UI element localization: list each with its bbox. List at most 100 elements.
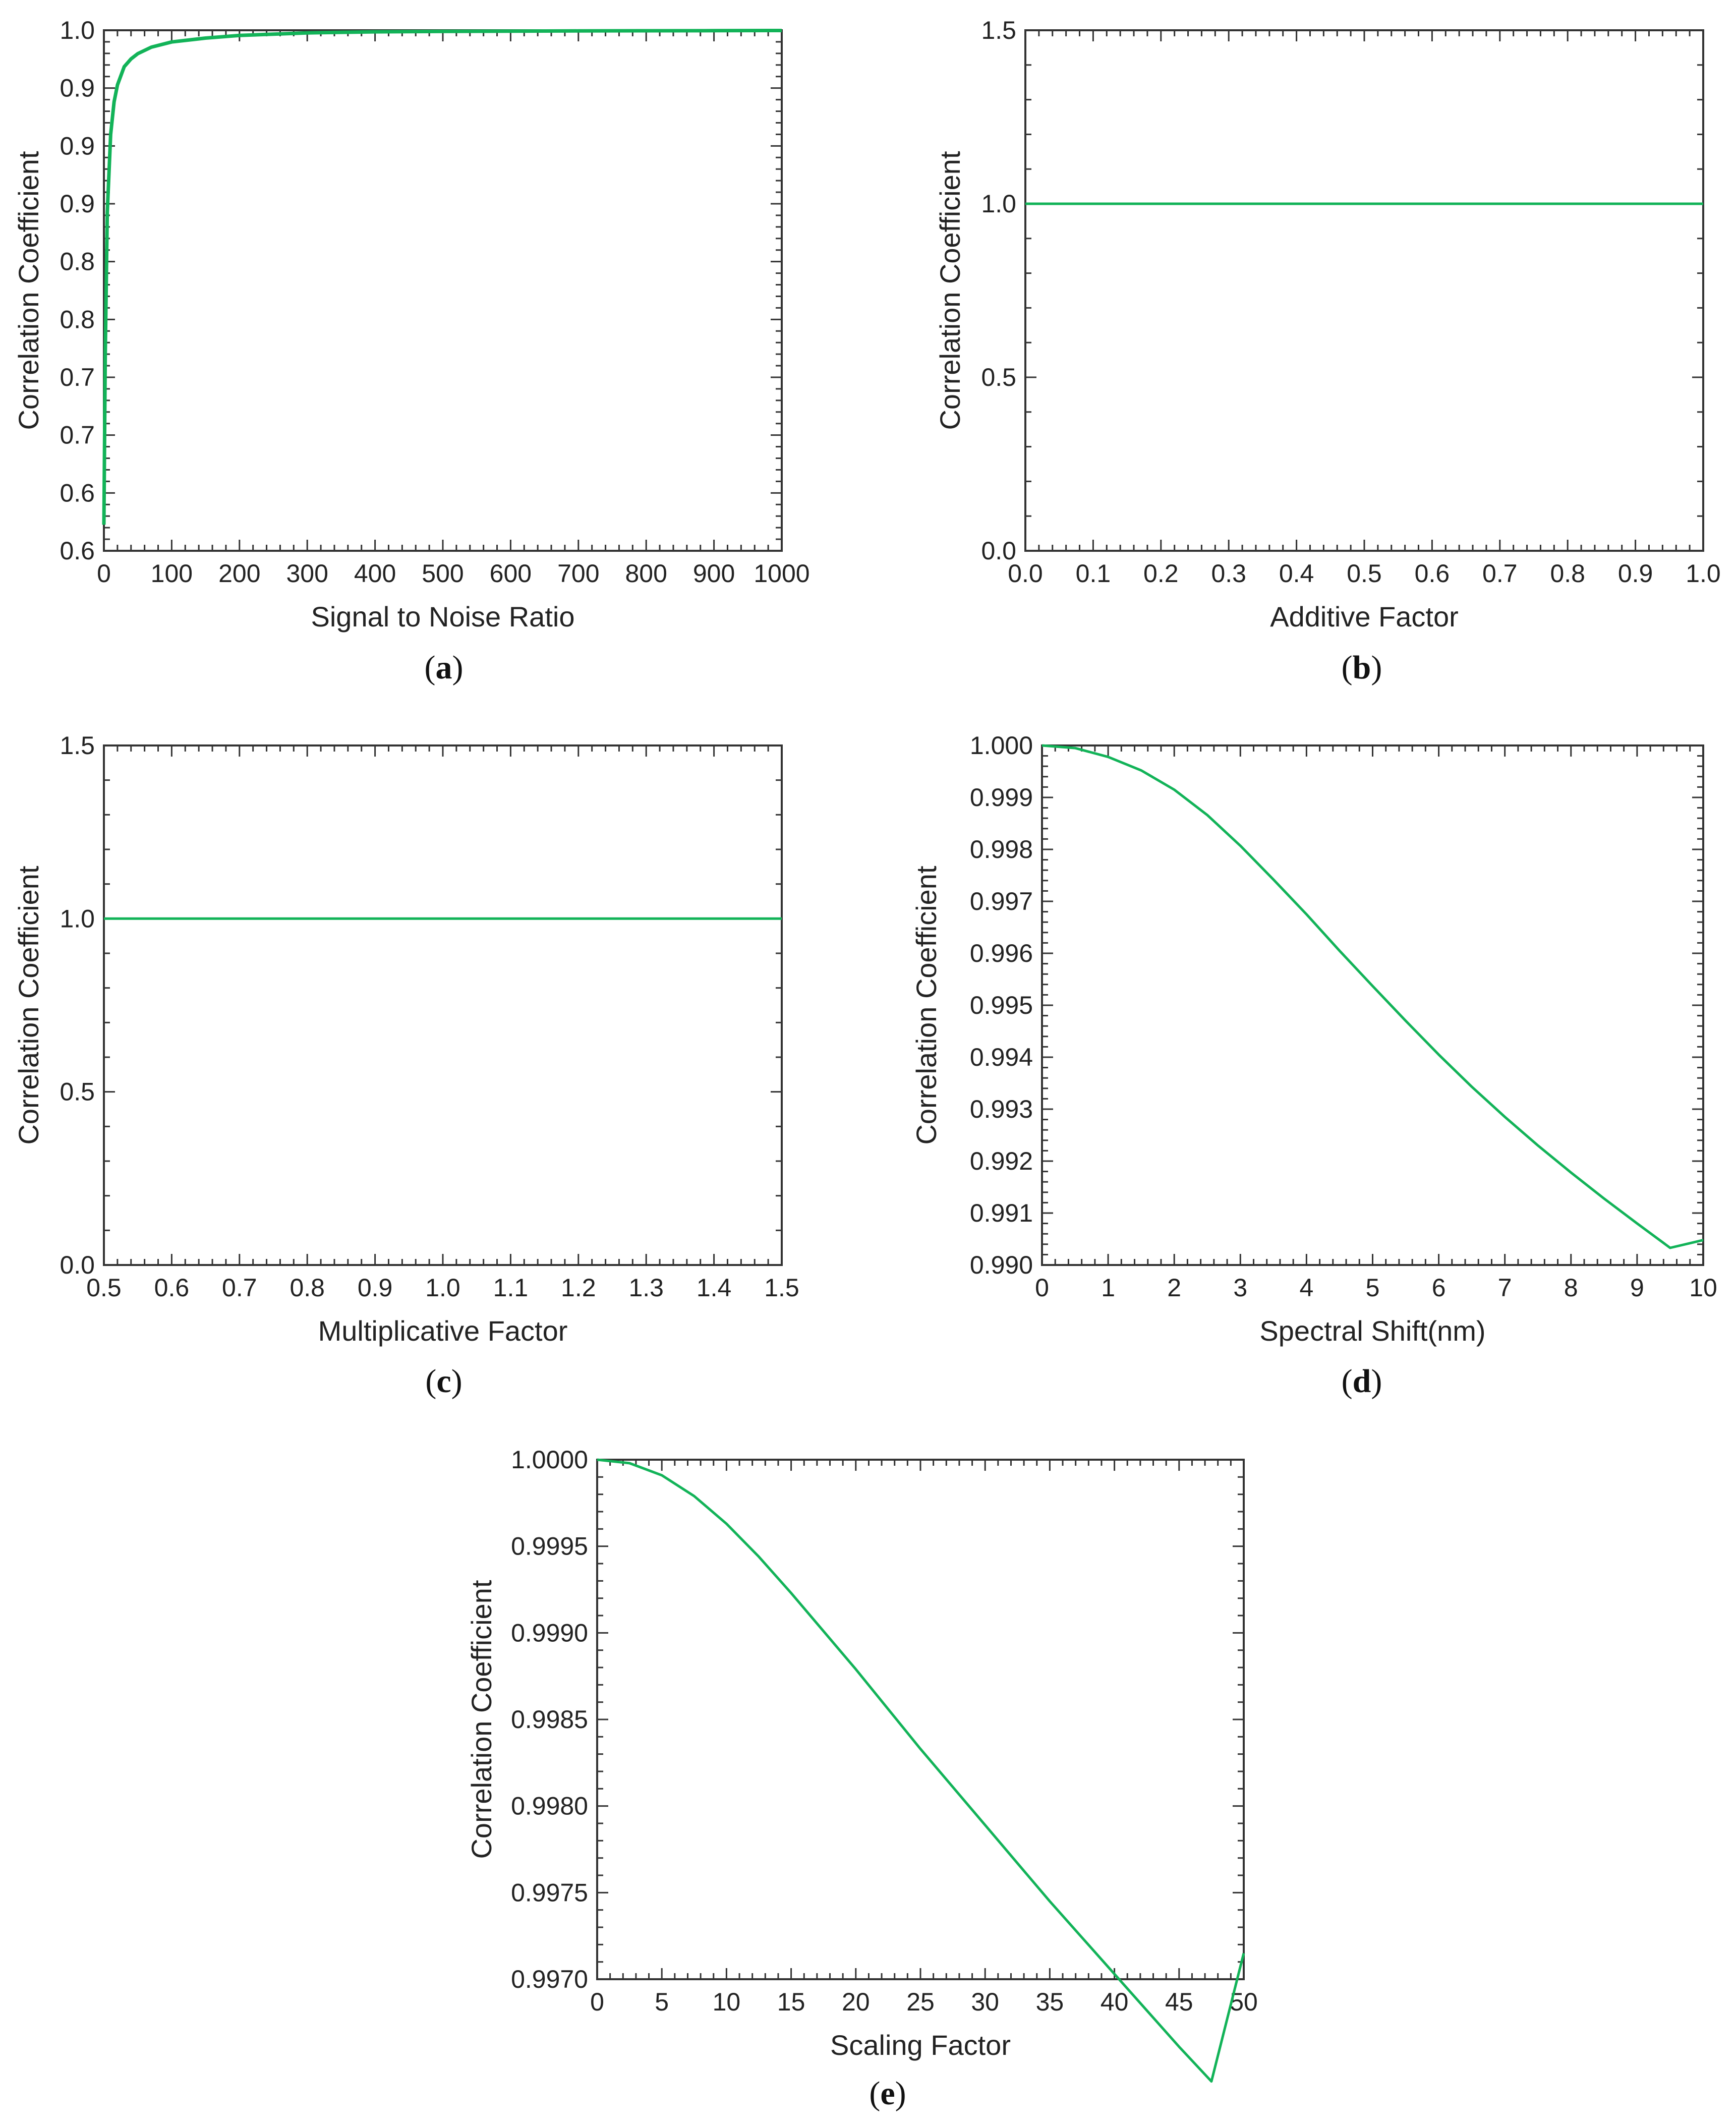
data-series-line [597, 1458, 1245, 2083]
x-tick-label: 1.4 [697, 1274, 732, 1302]
y-tick-label: 0.993 [970, 1095, 1033, 1123]
x-tick-label: 45 [1165, 1988, 1193, 2016]
y-tick-label: 0.6 [60, 537, 95, 565]
x-tick-label: 20 [842, 1988, 870, 2016]
x-tick-label: 0.8 [1550, 559, 1585, 588]
x-tick-label: 1.0 [1686, 559, 1721, 588]
y-tick-label: 1.5 [60, 731, 95, 760]
chart-panel-b: 0.0 0.1 0.2 0.3 0.4 0.5 0.6 0.7 0.8 0.9 1.0 0.0 0.5 1… [934, 16, 1721, 686]
y-tick-label: 0.0 [60, 1251, 95, 1279]
x-tick-label: 7 [1498, 1274, 1512, 1302]
y-tick-label: 0.0 [981, 537, 1016, 565]
x-tick-label: 0.2 [1143, 559, 1179, 588]
x-axis-label: Scaling Factor [830, 2029, 1011, 2061]
y-tick-label: 0.8 [60, 305, 95, 333]
x-tick-label: 2 [1167, 1274, 1181, 1302]
y-tick-label: 0.9 [60, 132, 95, 160]
y-tick-label: 1.0 [981, 190, 1016, 218]
y-tick-label: 1.0 [60, 16, 95, 44]
x-tick-label: 300 [286, 559, 328, 588]
data-series-line [1041, 744, 1704, 1249]
x-tick-label: 1.3 [628, 1274, 664, 1302]
x-tick-label: 9 [1630, 1274, 1644, 1302]
x-tick-label: 700 [557, 559, 599, 588]
x-tick-label: 1.0 [425, 1274, 460, 1302]
chart-panel-e: 0 5 10 15 20 25 30 35 40 45 500.99700.99750.99800.… [466, 1446, 1258, 2112]
plot-frame [103, 29, 783, 552]
x-tick-label: 500 [422, 559, 464, 588]
plot-frame [103, 744, 783, 1266]
chart-panel-a: 0 100 200 300 400 500 600 700 800 900 1000 0.6 0.6 0.… [13, 16, 810, 686]
panel-label: (e) [869, 2075, 906, 2112]
x-tick-label: 0.6 [154, 1274, 190, 1302]
x-tick-label: 1 [1101, 1274, 1115, 1302]
y-tick-label: 1.0000 [511, 1446, 588, 1474]
x-axis-label: Spectral Shift(nm) [1259, 1315, 1485, 1347]
panel-label: (a) [425, 649, 464, 686]
x-tick-label: 100 [151, 559, 193, 588]
y-tick-label: 0.9985 [511, 1705, 588, 1734]
y-tick-label: 0.997 [970, 887, 1033, 915]
x-tick-label: 200 [218, 559, 260, 588]
x-tick-label: 0.3 [1211, 559, 1246, 588]
y-tick-label: 0.990 [970, 1251, 1033, 1279]
y-tick-label: 0.6 [60, 479, 95, 507]
y-axis-label: Correlation Coefficient [13, 866, 44, 1144]
x-tick-label: 25 [906, 1988, 935, 2016]
x-tick-label: 0.4 [1279, 559, 1314, 588]
y-axis-label: Correlation Coefficient [13, 151, 44, 430]
x-tick-label: 6 [1432, 1274, 1446, 1302]
x-tick-label: 800 [625, 559, 667, 588]
y-tick-label: 0.992 [970, 1147, 1033, 1175]
x-tick-label: 0 [97, 559, 111, 588]
chart-panel-c: 0.5 0.6 0.7 0.8 0.9 1.0 1.1 1.2 1.3 1.4 1.50.00.51… [13, 731, 799, 1400]
y-tick-label: 0.7 [60, 363, 95, 391]
y-tick-label: 0.999 [970, 783, 1033, 812]
x-axis-label: Additive Factor [1270, 601, 1459, 633]
x-tick-label: 3 [1233, 1274, 1247, 1302]
x-tick-label: 600 [490, 559, 532, 588]
y-axis-label: Correlation Coefficient [466, 1580, 497, 1859]
x-tick-label: 15 [777, 1988, 805, 2016]
x-tick-label: 0.5 [1347, 559, 1382, 588]
y-tick-label: 0.9990 [511, 1619, 588, 1647]
x-tick-label: 4 [1299, 1274, 1313, 1302]
y-tick-label: 0.996 [970, 939, 1033, 967]
y-tick-label: 0.9975 [511, 1878, 588, 1907]
y-tick-label: 0.9 [60, 190, 95, 218]
y-tick-label: 1.000 [970, 731, 1033, 760]
y-tick-label: 1.0 [60, 904, 95, 933]
y-tick-label: 0.9980 [511, 1792, 588, 1820]
plot-frame [596, 1459, 1245, 1980]
y-tick-label: 0.9970 [511, 1965, 588, 1993]
x-tick-label: 0.6 [1415, 559, 1450, 588]
y-tick-label: 0.998 [970, 835, 1033, 864]
x-axis-label: Signal to Noise Ratio [311, 601, 575, 633]
y-axis-label: Correlation Coefficient [934, 151, 966, 430]
panel-label: (d) [1342, 1363, 1382, 1400]
x-axis-label: Multiplicative Factor [318, 1315, 568, 1347]
x-tick-label: 1.5 [764, 1274, 799, 1302]
x-tick-label: 0.8 [290, 1274, 325, 1302]
panel-label: (c) [425, 1363, 462, 1400]
x-tick-label: 0.0 [1008, 559, 1043, 588]
y-tick-label: 0.8 [60, 248, 95, 276]
x-tick-label: 0.7 [222, 1274, 257, 1302]
x-tick-label: 0 [1035, 1274, 1049, 1302]
x-tick-label: 10 [713, 1988, 741, 2016]
y-tick-label: 0.5 [981, 363, 1016, 391]
x-tick-label: 0.7 [1482, 559, 1518, 588]
x-tick-label: 5 [655, 1988, 669, 2016]
y-tick-label: 0.7 [60, 421, 95, 449]
x-tick-label: 1.1 [493, 1274, 529, 1302]
plot-frame [1041, 744, 1704, 1266]
y-tick-label: 0.5 [60, 1078, 95, 1106]
x-tick-label: 5 [1366, 1274, 1380, 1302]
y-tick-label: 0.994 [970, 1043, 1033, 1071]
chart-panel-d: 0 1 2 3 4 5 6 7 8 9 10 0.990 0.991 0.992 0.993 0.994 0.9… [910, 731, 1717, 1400]
y-tick-label: 0.995 [970, 991, 1033, 1019]
x-tick-label: 0 [590, 1988, 604, 2016]
y-tick-label: 1.5 [981, 16, 1016, 44]
panel-label: (b) [1342, 649, 1382, 686]
